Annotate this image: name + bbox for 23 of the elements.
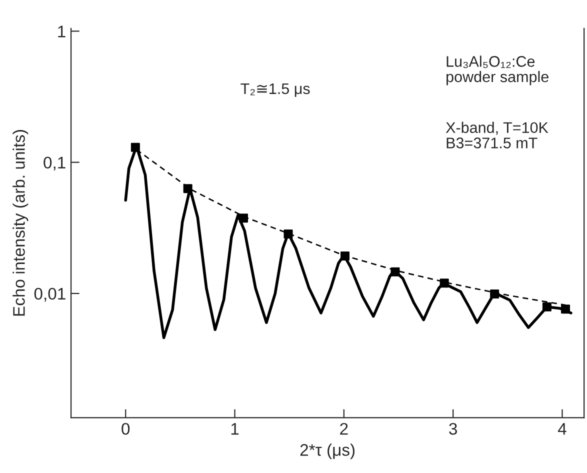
y-tick-label: 0,01: [34, 288, 66, 302]
y-tick-label: 0,1: [44, 156, 66, 170]
annotation: Lu₃Al₅O₁₂:Ce powder sample: [446, 56, 548, 86]
x-axis-title: 2*τ (μs): [300, 444, 355, 460]
point: [561, 304, 570, 314]
point: [183, 184, 192, 194]
x-tick-label: 1: [231, 423, 239, 435]
annotation: X-band, T=10K B3=371.5 mT: [446, 122, 548, 148]
y-tick-label: 1: [58, 26, 66, 38]
y-axis-title: Echo intensity (arb. units): [12, 130, 28, 316]
point: [340, 252, 350, 261]
point: [284, 230, 293, 239]
point: [238, 214, 248, 223]
x-tick-label: 0: [122, 422, 130, 435]
point: [490, 290, 500, 299]
point: [440, 278, 449, 288]
x-tick-label: 2: [340, 422, 348, 435]
x-tick-label: 4: [558, 423, 566, 435]
point: [542, 302, 552, 312]
point: [390, 267, 400, 276]
point: [130, 142, 140, 152]
x-tick-label: 3: [449, 422, 457, 435]
annotation: T₂≅1.5 μs: [240, 83, 310, 97]
